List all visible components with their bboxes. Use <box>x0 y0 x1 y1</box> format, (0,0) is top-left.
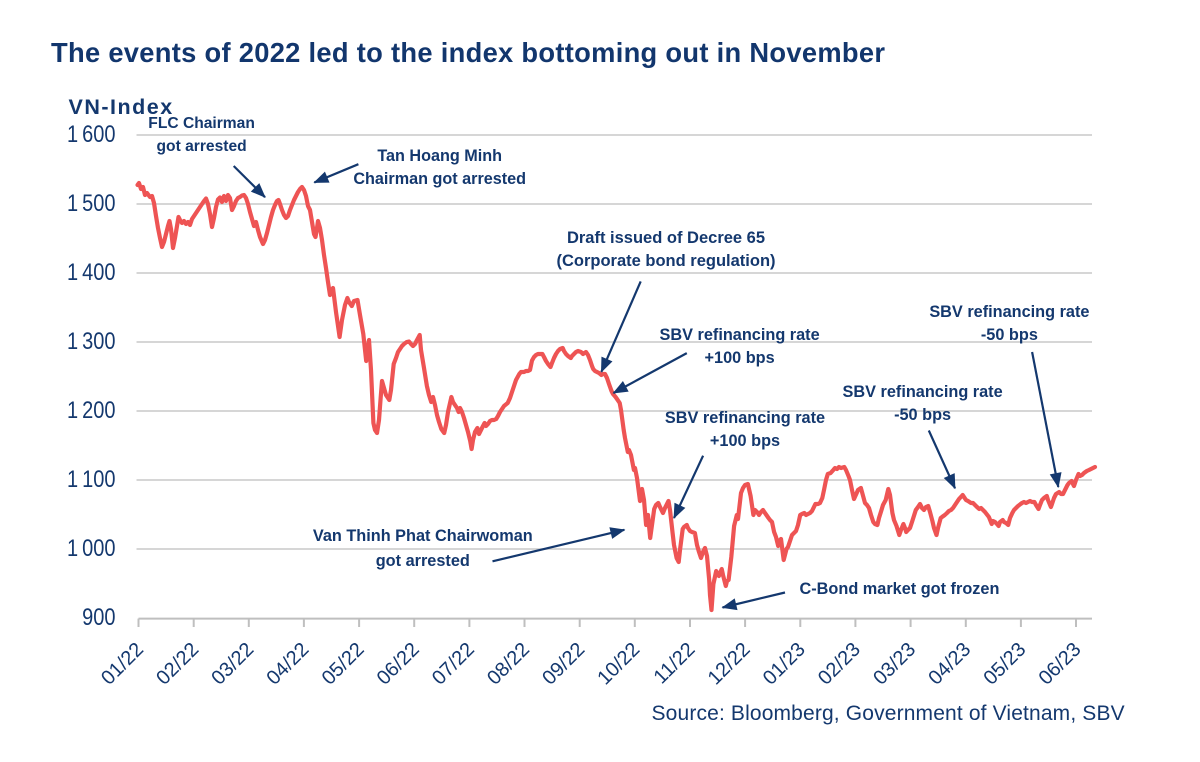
svg-text:02/23: 02/23 <box>814 638 865 689</box>
svg-text:09/22: 09/22 <box>538 638 589 689</box>
svg-text:08/22: 08/22 <box>483 638 534 689</box>
svg-text:04/23: 04/23 <box>924 638 975 689</box>
svg-text:12/22: 12/22 <box>704 638 755 689</box>
svg-text:01/23: 01/23 <box>759 638 810 689</box>
svg-text:10/22: 10/22 <box>593 638 644 689</box>
svg-text:06/22: 06/22 <box>373 638 424 689</box>
svg-text:06/23: 06/23 <box>1035 638 1086 689</box>
svg-text:07/22: 07/22 <box>428 638 479 689</box>
svg-text:03/22: 03/22 <box>207 638 258 689</box>
svg-text:05/23: 05/23 <box>979 638 1030 689</box>
svg-text:04/22: 04/22 <box>262 638 313 689</box>
svg-text:11/22: 11/22 <box>650 638 700 688</box>
svg-text:05/22: 05/22 <box>318 638 369 689</box>
svg-text:03/23: 03/23 <box>869 638 920 689</box>
svg-text:01/22: 01/22 <box>97 638 148 689</box>
svg-text:02/22: 02/22 <box>152 638 203 689</box>
